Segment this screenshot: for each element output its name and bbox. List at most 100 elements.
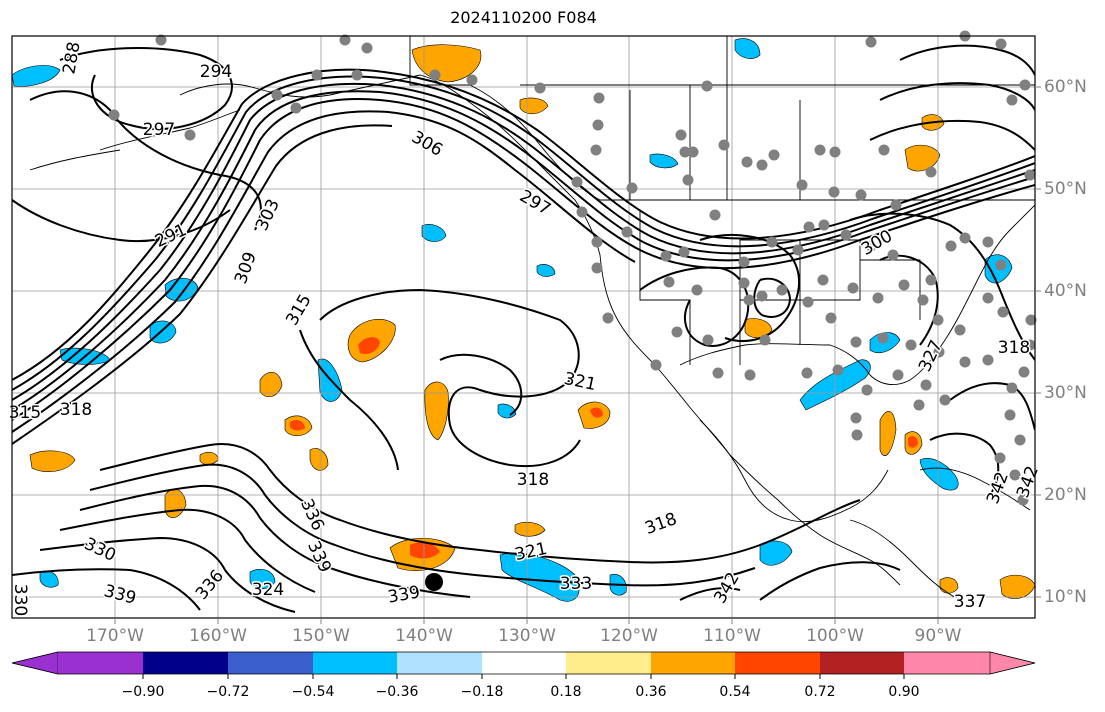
station-dot — [1019, 79, 1031, 91]
station-dot — [687, 146, 699, 158]
station-dot — [768, 149, 780, 161]
station-dot — [1025, 314, 1037, 326]
colorbar-cell — [989, 651, 1036, 675]
station-dot — [865, 36, 877, 48]
station-dot — [671, 326, 683, 338]
station-dot — [271, 89, 283, 101]
colorbar-cell — [143, 652, 228, 674]
station-dot — [792, 244, 804, 256]
station-dot — [766, 236, 778, 248]
colorbar-tick-label: −0.18 — [460, 684, 504, 700]
station-dot — [590, 144, 602, 156]
station-dot — [621, 226, 633, 238]
station-dot — [650, 359, 662, 371]
station-dot — [828, 186, 840, 198]
lat-label: 10°N — [1044, 587, 1087, 607]
station-dot — [663, 276, 675, 288]
anomaly-shading — [12, 38, 1035, 602]
contour-label: 339 — [386, 582, 421, 607]
station-dot — [1004, 409, 1016, 421]
lon-label: 140°W — [395, 626, 453, 646]
map-title: 2024110200 F084 — [450, 8, 597, 27]
station-dot — [718, 139, 730, 151]
station-dot — [802, 296, 814, 308]
station-dot — [155, 34, 167, 46]
station-dot — [865, 240, 877, 252]
lon-label: 110°W — [703, 626, 761, 646]
station-dot — [847, 282, 859, 294]
contour-label: 318 — [998, 338, 1030, 358]
station-dot — [954, 324, 966, 336]
station-dot — [850, 336, 862, 348]
colorbar-tick-label: −0.54 — [291, 684, 335, 700]
contour-label: 318 — [517, 470, 549, 490]
station-dot — [592, 119, 604, 131]
lon-label: 170°W — [86, 626, 144, 646]
colorbar-cell — [228, 652, 313, 674]
station-dot — [1006, 382, 1018, 394]
axis-ticks — [114, 86, 1041, 624]
station-dot — [660, 250, 672, 262]
station-dot — [890, 199, 902, 211]
station-dot — [796, 179, 808, 191]
colorbar-tick-label: 0.54 — [719, 684, 751, 700]
colorbar-tick-label: 0.72 — [804, 684, 836, 700]
station-dot — [917, 294, 929, 306]
station-dot — [311, 69, 323, 81]
station-dot — [776, 284, 788, 296]
station-dot — [534, 82, 546, 94]
station-dot — [817, 274, 829, 286]
station-dot — [691, 284, 703, 296]
station-dot — [832, 364, 844, 376]
colorbar-cell — [651, 652, 735, 674]
lat-label: 60°N — [1044, 77, 1087, 97]
station-dot — [738, 277, 750, 289]
contour-label: 297 — [143, 120, 175, 140]
map-frame — [11, 35, 1036, 619]
station-dots — [108, 30, 1037, 506]
station-dot — [741, 156, 753, 168]
colorbar-tick-label: −0.36 — [375, 684, 419, 700]
station-dot — [818, 219, 830, 231]
station-dot — [855, 189, 867, 201]
colorbar-tick-label: −0.72 — [206, 684, 250, 700]
contour-label: 294 — [200, 62, 232, 82]
station-dot — [982, 292, 994, 304]
lon-label: 150°W — [292, 626, 350, 646]
station-dot — [712, 367, 724, 379]
lat-label: 40°N — [1044, 281, 1087, 301]
station-dot — [933, 346, 945, 358]
station-dot — [184, 129, 196, 141]
contour-label: 318 — [60, 400, 92, 420]
station-dot — [756, 159, 768, 171]
station-dot — [678, 246, 690, 258]
station-dot — [701, 80, 713, 92]
colorbar-cell — [820, 652, 904, 674]
lon-label: 160°W — [189, 626, 247, 646]
station-dot — [945, 240, 957, 252]
station-dot — [593, 92, 605, 104]
station-dot — [339, 34, 351, 46]
station-dot — [982, 236, 994, 248]
station-dot — [702, 334, 714, 346]
station-dot — [1024, 169, 1036, 181]
station-dot — [920, 379, 932, 391]
colorbar-cell — [566, 652, 651, 674]
station-dot — [591, 262, 603, 274]
station-dot — [571, 176, 583, 188]
station-dot — [878, 144, 890, 156]
station-dot — [756, 290, 768, 302]
colorbar — [11, 651, 1036, 679]
colorbar-cell — [482, 652, 566, 674]
colorbar-tick-label: 0.36 — [635, 684, 667, 700]
colorbar-cell — [735, 652, 820, 674]
colorbar-tick-label: 0.18 — [550, 684, 582, 700]
station-dot — [932, 314, 944, 326]
station-dot — [759, 334, 771, 346]
contour-label: 324 — [252, 580, 284, 600]
station-dot — [466, 74, 478, 86]
station-dot — [351, 69, 363, 81]
station-dot — [898, 279, 910, 291]
station-dot — [675, 129, 687, 141]
station-dot — [982, 354, 994, 366]
